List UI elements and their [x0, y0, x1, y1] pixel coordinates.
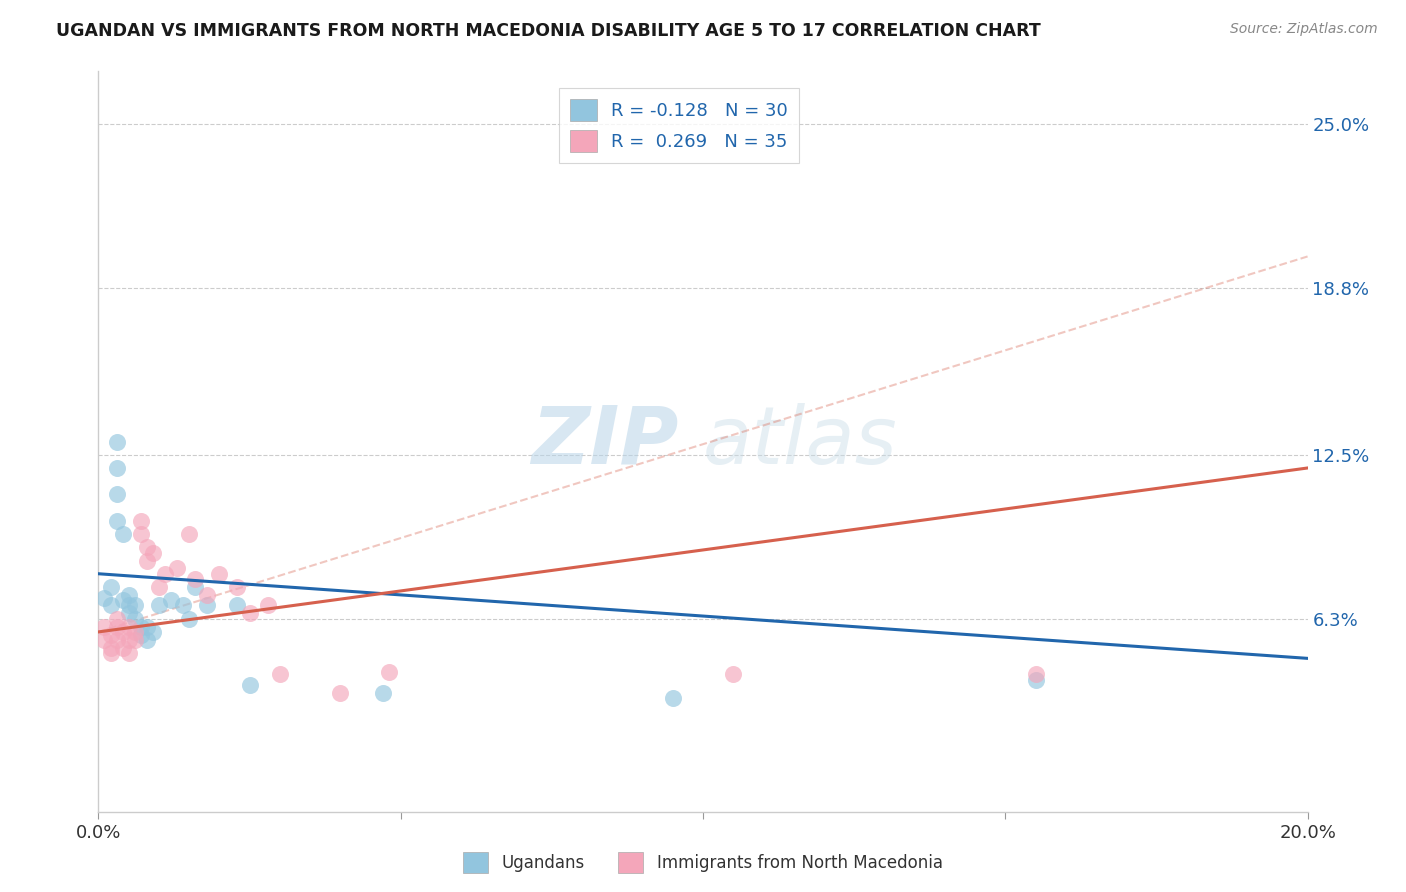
Point	[105, 612, 128, 626]
Point	[118, 632, 141, 647]
Text: Source: ZipAtlas.com: Source: ZipAtlas.com	[1230, 22, 1378, 37]
Point	[100, 640, 122, 655]
Point	[129, 514, 152, 528]
Point	[105, 487, 128, 501]
Point	[142, 546, 165, 560]
Point	[129, 527, 152, 541]
Point	[124, 632, 146, 647]
Point	[124, 612, 146, 626]
Point	[129, 627, 152, 641]
Point	[269, 667, 291, 681]
Point	[135, 632, 157, 647]
Point	[111, 640, 134, 655]
Point	[1024, 673, 1046, 687]
Text: UGANDAN VS IMMIGRANTS FROM NORTH MACEDONIA DISABILITY AGE 5 TO 17 CORRELATION CH: UGANDAN VS IMMIGRANTS FROM NORTH MACEDON…	[56, 22, 1040, 40]
Point	[111, 624, 134, 639]
Point	[124, 624, 146, 639]
Point	[1024, 667, 1046, 681]
Point	[226, 580, 249, 594]
Point	[135, 620, 157, 634]
Point	[377, 665, 399, 679]
Point	[153, 566, 176, 581]
Point	[148, 580, 170, 594]
Point	[135, 553, 157, 567]
Point	[93, 591, 115, 605]
Point	[371, 686, 394, 700]
Point	[166, 561, 188, 575]
Point	[226, 599, 249, 613]
Point	[105, 632, 128, 647]
Point	[111, 593, 134, 607]
Point	[100, 580, 122, 594]
Point	[195, 599, 218, 613]
Point	[184, 580, 207, 594]
Point	[195, 588, 218, 602]
Point	[105, 434, 128, 449]
Point	[124, 599, 146, 613]
Point	[105, 620, 128, 634]
Point	[179, 527, 201, 541]
Point	[723, 667, 745, 681]
Point	[111, 527, 134, 541]
Point	[118, 646, 141, 660]
Point	[100, 627, 122, 641]
Point	[208, 566, 231, 581]
Point	[179, 612, 201, 626]
Point	[142, 624, 165, 639]
Text: atlas: atlas	[703, 402, 898, 481]
Point	[129, 620, 152, 634]
Point	[184, 572, 207, 586]
Point	[118, 588, 141, 602]
Point	[100, 599, 122, 613]
Point	[105, 461, 128, 475]
Legend: R = -0.128   N = 30, R =  0.269   N = 35: R = -0.128 N = 30, R = 0.269 N = 35	[558, 87, 799, 162]
Point	[160, 593, 183, 607]
Point	[661, 691, 683, 706]
Point	[118, 599, 141, 613]
Point	[118, 607, 141, 621]
Point	[172, 599, 194, 613]
Legend: Ugandans, Immigrants from North Macedonia: Ugandans, Immigrants from North Macedoni…	[457, 846, 949, 880]
Point	[93, 632, 115, 647]
Point	[239, 678, 262, 692]
Point	[105, 514, 128, 528]
Point	[148, 599, 170, 613]
Point	[256, 599, 278, 613]
Point	[135, 541, 157, 555]
Point	[100, 646, 122, 660]
Point	[93, 620, 115, 634]
Point	[118, 620, 141, 634]
Point	[329, 686, 352, 700]
Text: ZIP: ZIP	[531, 402, 679, 481]
Point	[239, 607, 262, 621]
